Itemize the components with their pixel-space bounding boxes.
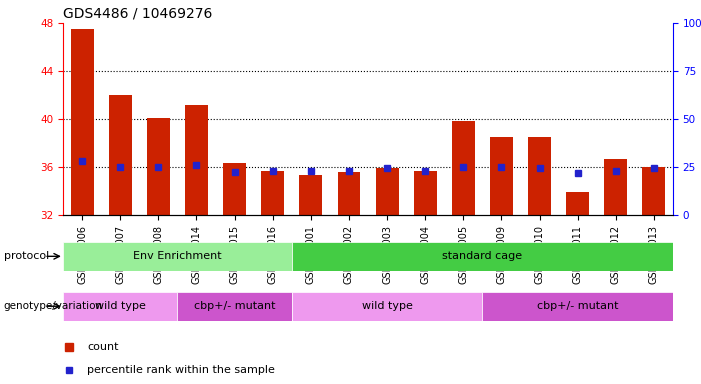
Bar bbox=[604, 159, 627, 215]
Text: wild type: wild type bbox=[362, 301, 412, 311]
Text: genotype/variation: genotype/variation bbox=[4, 301, 102, 311]
FancyBboxPatch shape bbox=[292, 242, 673, 271]
Text: Env Enrichment: Env Enrichment bbox=[133, 251, 222, 262]
Bar bbox=[490, 137, 513, 215]
Text: GDS4486 / 10469276: GDS4486 / 10469276 bbox=[63, 7, 212, 20]
Text: cbp+/- mutant: cbp+/- mutant bbox=[537, 301, 618, 311]
Text: wild type: wild type bbox=[95, 301, 146, 311]
FancyBboxPatch shape bbox=[63, 292, 177, 321]
Bar bbox=[299, 175, 322, 215]
Bar bbox=[376, 168, 398, 215]
FancyBboxPatch shape bbox=[482, 292, 673, 321]
Bar bbox=[261, 170, 284, 215]
Text: percentile rank within the sample: percentile rank within the sample bbox=[88, 365, 275, 375]
Bar bbox=[452, 121, 475, 215]
Bar bbox=[147, 118, 170, 215]
Bar bbox=[71, 29, 93, 215]
Bar bbox=[185, 104, 208, 215]
FancyBboxPatch shape bbox=[292, 292, 482, 321]
Text: standard cage: standard cage bbox=[442, 251, 522, 262]
Bar bbox=[223, 164, 246, 215]
Bar bbox=[642, 167, 665, 215]
Bar bbox=[109, 95, 132, 215]
FancyBboxPatch shape bbox=[177, 292, 292, 321]
Bar bbox=[337, 172, 360, 215]
Text: cbp+/- mutant: cbp+/- mutant bbox=[194, 301, 275, 311]
Bar bbox=[566, 192, 589, 215]
Text: protocol: protocol bbox=[4, 251, 49, 261]
FancyBboxPatch shape bbox=[63, 242, 292, 271]
Text: count: count bbox=[88, 342, 119, 352]
Bar bbox=[528, 137, 551, 215]
Bar bbox=[414, 170, 437, 215]
